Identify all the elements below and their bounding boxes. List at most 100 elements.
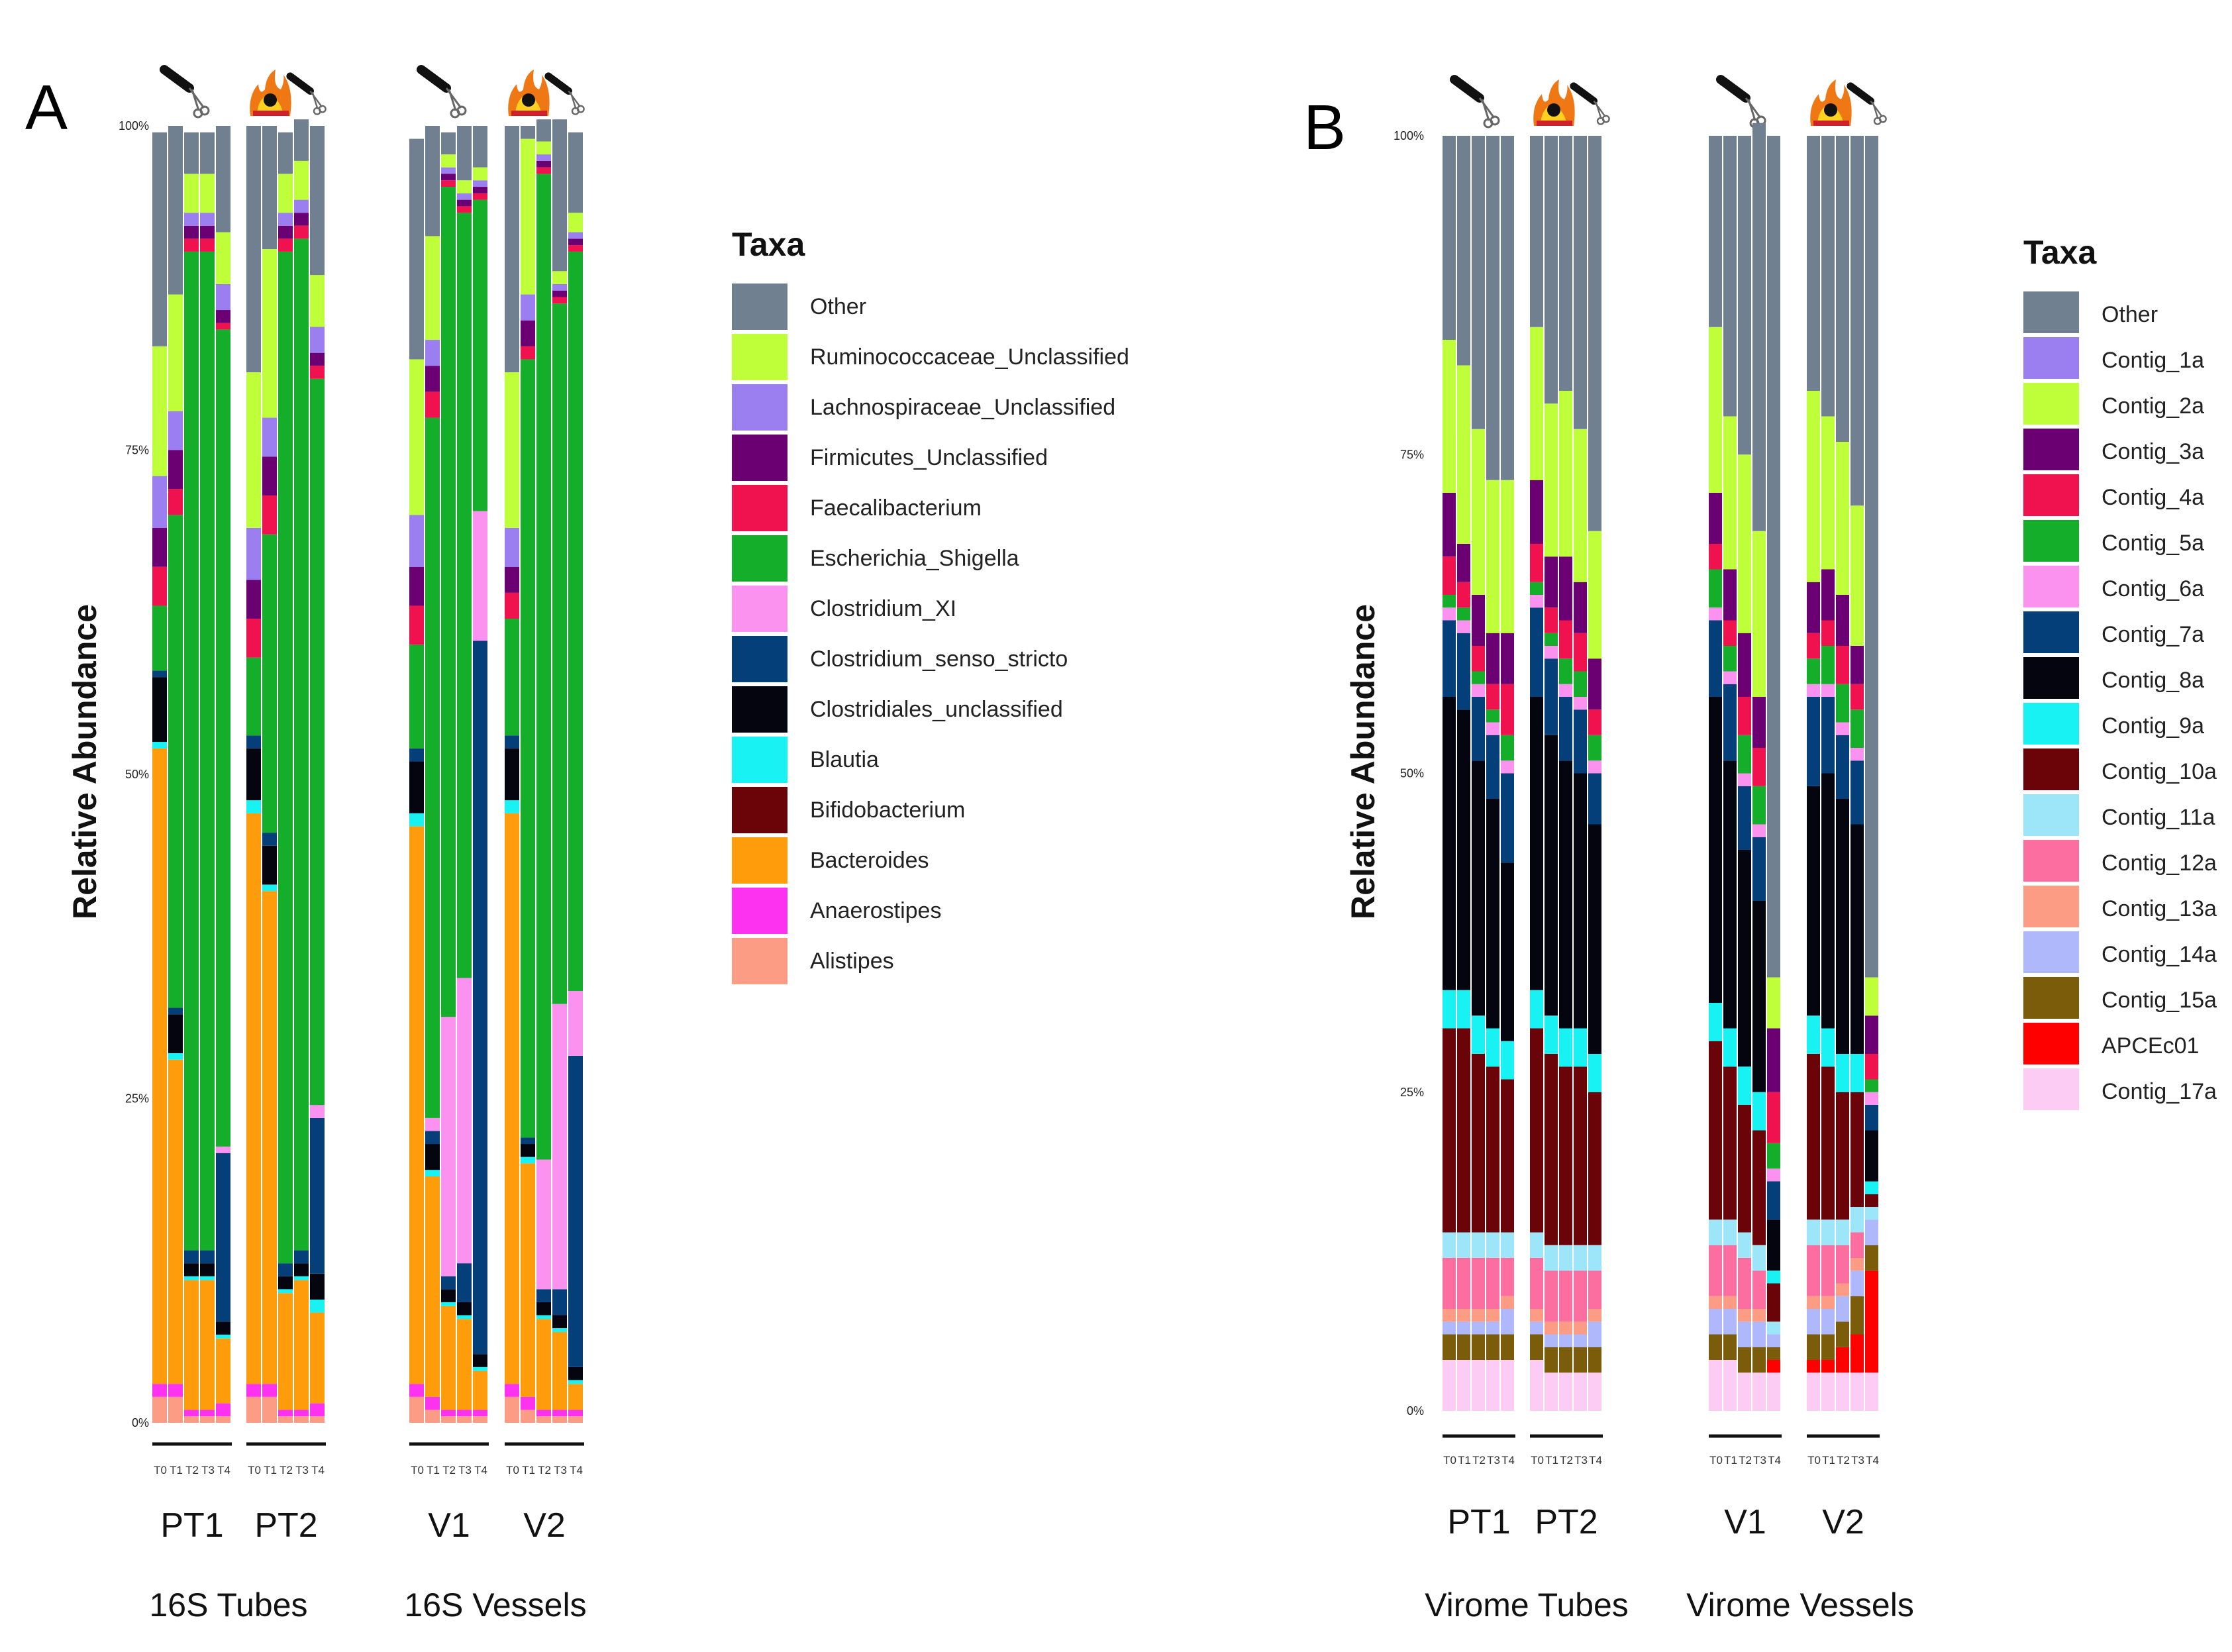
stacked-bar-pt1-t0: [1443, 136, 1456, 1411]
x-tick-label: T0: [1531, 1454, 1544, 1467]
bar-segment: [1709, 607, 1722, 621]
bar-segment: [1807, 633, 1820, 659]
bar-segment: [1738, 1066, 1751, 1105]
bar-segment: [1472, 429, 1485, 595]
bar-segment: [200, 1276, 215, 1280]
bar-segment: [1821, 1334, 1835, 1360]
bar-segment: [1821, 1245, 1835, 1296]
bar-segment: [1723, 620, 1737, 646]
bar-segment: [425, 1170, 440, 1176]
bar-segment: [1530, 1321, 1543, 1335]
y-tick-label: 75%: [1400, 448, 1424, 461]
bar-segment: [1851, 1258, 1864, 1271]
y-tick-label: 0%: [132, 1416, 149, 1429]
bar-segment: [1723, 760, 1737, 1029]
bar-segment: [409, 761, 424, 813]
bar-segment: [505, 372, 519, 528]
bar-segment: [1807, 1219, 1820, 1245]
legend-label: Contig_13a: [2102, 896, 2217, 921]
bar-segment: [1709, 544, 1722, 570]
bar-segment: [1457, 709, 1470, 990]
bar-segment: [1752, 1130, 1766, 1245]
bar-segment: [152, 476, 167, 528]
bar-segment: [1545, 1334, 1558, 1347]
bar-segment: [1501, 773, 1514, 863]
bar-segment: [536, 1315, 551, 1319]
legend-label: Contig_6a: [2102, 576, 2205, 601]
x-tick-label: T1: [1724, 1454, 1737, 1467]
bar-segment: [441, 174, 456, 181]
bar-segment: [1752, 748, 1766, 786]
x-tick-label: T1: [1545, 1454, 1558, 1467]
legend-item: Contig_4a: [2023, 472, 2204, 517]
bar-segment: [473, 1416, 487, 1423]
bar-segment: [1559, 684, 1572, 697]
bar-segment: [1738, 1309, 1751, 1322]
legend-label: Faecalibacterium: [810, 495, 982, 521]
legend-item: Contig_1a: [2023, 335, 2204, 380]
legend-item: APCEc01: [2023, 1020, 2199, 1066]
bar-segment: [1574, 1245, 1587, 1271]
bar-segment: [521, 359, 535, 1138]
legend-item: Bacteroides: [732, 835, 929, 885]
bar-segment: [1836, 1054, 1849, 1092]
bar-segment: [152, 742, 167, 749]
x-tick-label: T2: [1837, 1454, 1850, 1467]
bar-segment: [1574, 773, 1587, 1029]
bar-segment: [152, 527, 167, 567]
bar-segment: [1501, 480, 1514, 633]
bar-segment: [278, 1263, 293, 1276]
bar-segment: [1767, 1334, 1780, 1347]
bar-segment: [1851, 684, 1864, 710]
bar-segment: [1545, 1372, 1558, 1411]
legend-label: Contig_8a: [2102, 668, 2205, 693]
bar-segment: [568, 1384, 583, 1410]
y-axis-label: Relative Abundance: [1344, 604, 1382, 919]
bar-segment: [152, 677, 167, 743]
bar-segment: [1807, 658, 1820, 684]
bar-segment: [310, 1312, 325, 1404]
bar-segment: [1865, 1079, 1878, 1092]
x-tick-label: T3: [554, 1464, 567, 1476]
bar-segment: [1752, 824, 1766, 837]
bar-segment: [425, 1144, 440, 1170]
bar-segment: [184, 1280, 199, 1410]
y-tick-label: 25%: [1400, 1086, 1424, 1099]
legend-swatch: [732, 485, 787, 531]
bar-segment: [200, 238, 215, 252]
bar-segment: [1709, 1245, 1722, 1296]
bar-segment: [457, 180, 472, 193]
bar-segment: [457, 1416, 472, 1423]
bar-segment: [1752, 786, 1766, 825]
legend-item: Blautia: [732, 734, 879, 784]
bar-segment: [1588, 658, 1601, 710]
bar-segment: [1767, 1143, 1780, 1169]
bar-segment: [441, 1410, 456, 1417]
bar-segment: [568, 990, 583, 1056]
legend-swatch: [2023, 886, 2079, 927]
bar-segment: [1457, 620, 1470, 633]
bar-segment: [200, 1416, 215, 1423]
bar-segment: [1865, 1372, 1878, 1411]
bar-segment: [152, 605, 167, 671]
legend-swatch: [2023, 611, 2079, 653]
flame-scissors-icon: [508, 70, 550, 116]
bar-segment: [409, 1396, 424, 1423]
bar-segment: [425, 366, 440, 392]
bar-segment: [1723, 569, 1737, 621]
legend-item: Contig_8a: [2023, 654, 2204, 700]
bar-segment: [1472, 697, 1485, 761]
bar-segment: [1559, 1245, 1572, 1271]
bar-segment: [1486, 799, 1499, 1029]
bar-segment: [1559, 760, 1572, 1029]
bar-segment: [536, 1302, 551, 1316]
bar-segment: [505, 527, 519, 567]
legend-swatch: [732, 284, 787, 330]
bar-segment: [1501, 136, 1514, 480]
legend-label: Contig_2a: [2102, 393, 2205, 419]
legend-label: Contig_15a: [2102, 988, 2217, 1013]
bar-segment: [1865, 1219, 1878, 1245]
bar-segment: [1574, 1270, 1587, 1322]
bar-segment: [246, 800, 261, 813]
bar-segment: [1865, 1181, 1878, 1194]
